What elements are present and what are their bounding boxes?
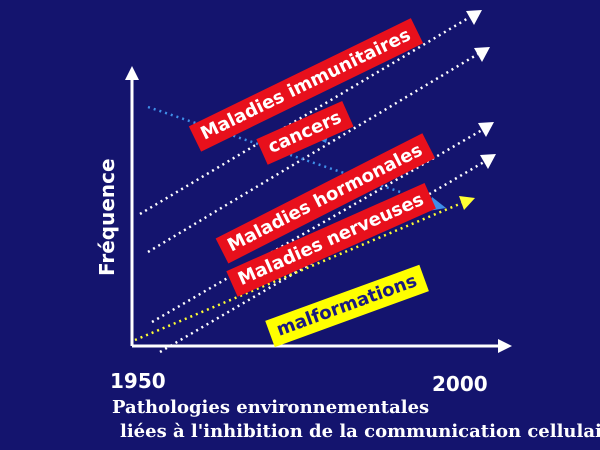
caption-line-1: Pathologies environnementales — [112, 397, 430, 418]
trend-arrow-hormonales — [151, 122, 494, 324]
y-axis-label: Fréquence — [95, 158, 119, 276]
trend-arrow-malformations — [134, 196, 475, 342]
caption-line-2: liées à l'inhibition de la communication… — [120, 421, 600, 442]
x-axis-end-label: 2000 — [432, 372, 488, 396]
trend-arrow-cancers — [147, 47, 490, 254]
x-axis-arrowhead — [498, 339, 512, 353]
trend-arrow-immunitaires — [139, 10, 482, 216]
x-axis-start-label: 1950 — [110, 369, 166, 393]
y-axis-arrowhead — [125, 66, 139, 80]
